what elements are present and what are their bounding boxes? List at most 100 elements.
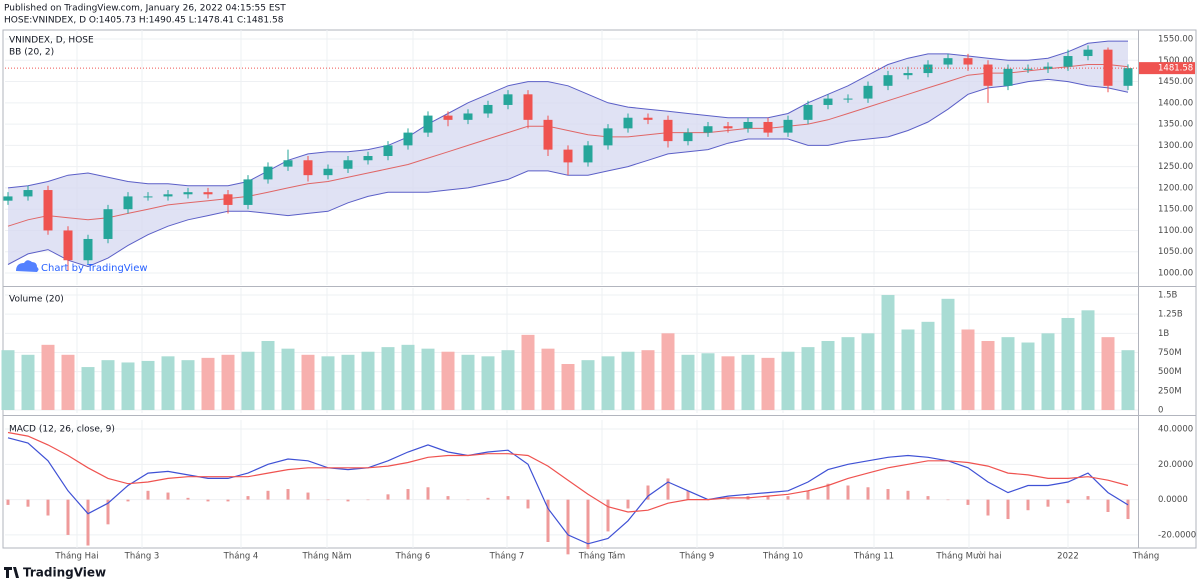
macd-histogram — [686, 490, 690, 500]
watermark-icon — [16, 260, 39, 272]
x-tick-label: Tháng 4 — [223, 552, 259, 562]
candle-body — [503, 94, 513, 105]
macd-histogram — [666, 478, 670, 500]
volume-bar — [281, 348, 295, 411]
last-price-label: 1481.58 — [1158, 64, 1193, 74]
candle-body — [123, 196, 133, 210]
y-tick-label: 1150.00 — [1158, 205, 1193, 215]
macd-histogram — [226, 499, 230, 502]
candle-body — [1123, 68, 1133, 86]
candle-body — [603, 128, 613, 146]
volume-bar — [321, 356, 335, 411]
macd-histogram — [6, 499, 10, 505]
candle-body — [803, 104, 813, 120]
macd-histogram — [86, 499, 90, 546]
volume-bar — [121, 362, 135, 411]
volume-bar — [541, 348, 555, 411]
x-tick-label: Tháng 7 — [489, 552, 525, 562]
macd-histogram — [606, 499, 610, 532]
y-tick-label: 1400.00 — [1158, 98, 1193, 108]
candle-body — [703, 126, 713, 133]
volume-bar — [821, 340, 835, 411]
volume-bar — [181, 360, 195, 411]
macd-histogram — [126, 499, 130, 502]
candle-body — [1083, 49, 1093, 57]
macd-histogram — [106, 499, 110, 525]
candle-body — [83, 238, 93, 261]
volume-bar — [381, 347, 395, 411]
macd-histogram — [626, 499, 630, 509]
volume-bar — [1001, 337, 1015, 411]
macd-histogram — [886, 489, 890, 500]
candle-body — [723, 126, 733, 129]
macd-histogram — [206, 499, 210, 502]
x-tick-label: Tháng 11 — [853, 552, 894, 562]
y-tick-label: 1200.00 — [1158, 183, 1193, 193]
volume-bar — [1101, 337, 1115, 411]
macd-histogram — [186, 497, 190, 500]
volume-bar — [721, 356, 735, 411]
macd-histogram — [246, 496, 250, 500]
macd-histogram — [146, 490, 150, 500]
volume-bar — [1041, 333, 1055, 411]
volume-bar — [361, 351, 375, 411]
macd-histogram — [1066, 499, 1070, 504]
candle-body — [523, 94, 533, 120]
macd-histogram — [386, 494, 390, 500]
volume-bar — [201, 357, 215, 411]
x-tick-label: Tháng 9 — [679, 552, 715, 562]
candle-body — [783, 119, 793, 133]
bb-lower — [7, 78, 1129, 268]
macd-histogram — [366, 499, 370, 501]
volume-bar — [921, 321, 935, 411]
macd-histogram — [926, 496, 930, 500]
y-tick-label: 1550.00 — [1158, 35, 1193, 45]
y-tick-label: 1350.00 — [1158, 120, 1193, 130]
volume-bar — [401, 344, 415, 411]
macd-histogram — [66, 499, 70, 535]
macd-histogram — [266, 490, 270, 500]
y-tick-label: 40.0000 — [1158, 425, 1193, 435]
candle-body — [303, 160, 313, 176]
macd-histogram — [426, 487, 430, 500]
candle-body — [163, 194, 173, 197]
volume-bar — [641, 350, 655, 411]
volume-bar — [501, 350, 515, 411]
macd-histogram — [326, 499, 330, 501]
volume-bar — [81, 367, 95, 411]
candle-body — [323, 168, 333, 176]
volume-bar — [481, 356, 495, 411]
candle-body — [683, 132, 693, 142]
plots: 1000.00 1050.00 1100.00 1150.00 1200.00 1250.… — [1, 30, 1196, 562]
volume-bar — [21, 354, 35, 411]
candle-body — [943, 58, 953, 65]
bb-upper — [7, 40, 1128, 189]
candle-body — [1003, 68, 1013, 86]
macd-histogram — [946, 499, 950, 501]
y-tick-label: 250M — [1158, 386, 1182, 396]
x-tick-label: Tháng Tám — [578, 552, 626, 562]
macd-histogram — [26, 499, 30, 507]
candle-body — [483, 104, 493, 114]
macd-histogram — [1046, 499, 1050, 507]
candle-body — [843, 98, 853, 100]
x-tick-label: Tháng Mười hai — [935, 551, 1001, 562]
volume-bar — [521, 334, 535, 411]
volume-bar — [741, 354, 755, 411]
macd-histogram — [906, 490, 910, 500]
candle-body — [963, 58, 973, 65]
volume-bar — [1081, 310, 1095, 411]
footer-logo: TradingView — [4, 566, 106, 580]
volume-bar — [301, 354, 315, 411]
macd-title: MACD (12, 26, close, 9) — [9, 425, 115, 435]
y-tick-label: 750M — [1158, 348, 1182, 358]
y-tick-label: 1000.00 — [1158, 269, 1193, 279]
y-tick-label: 1B — [1158, 329, 1169, 339]
candle-body — [463, 113, 473, 120]
volume-bar — [601, 356, 615, 411]
y-tick-label: 0.0000 — [1158, 495, 1188, 505]
volume-bar — [101, 360, 115, 411]
y-tick-label: 1.5B — [1158, 290, 1178, 300]
macd-histogram — [406, 489, 410, 500]
macd-histogram — [966, 499, 970, 505]
